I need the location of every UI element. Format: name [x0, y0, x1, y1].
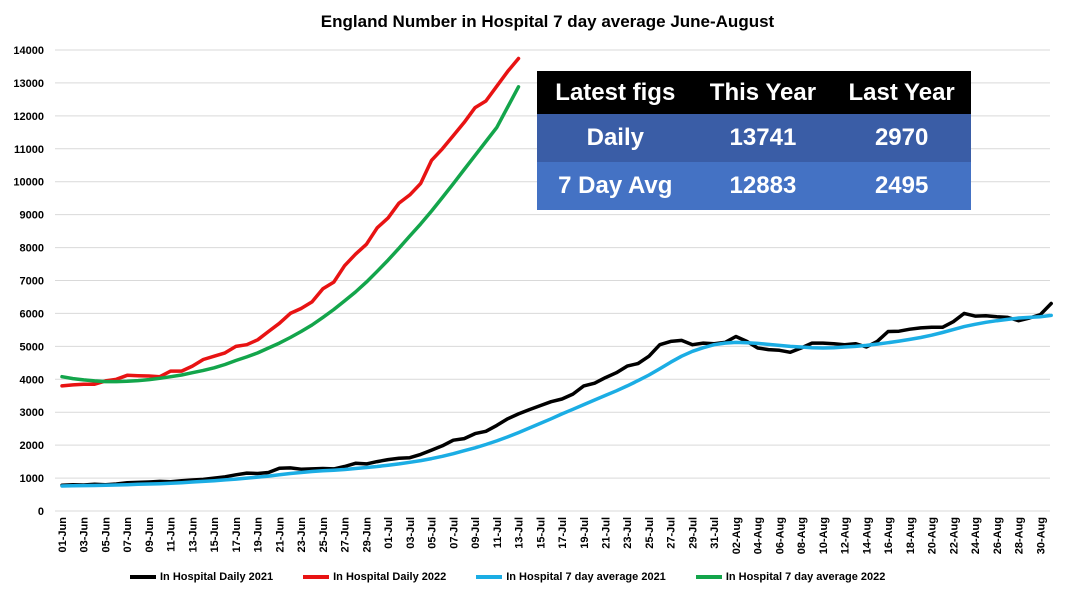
- x-tick-label: 04-Aug: [753, 517, 765, 554]
- y-tick-label: 0: [38, 506, 44, 518]
- x-tick-label: 06-Aug: [774, 517, 786, 554]
- y-tick-label: 3000: [20, 407, 44, 419]
- x-tick-label: 21-Jul: [601, 517, 613, 549]
- x-tick-label: 29-Jun: [361, 517, 373, 553]
- x-tick-label: 11-Jul: [492, 517, 504, 548]
- x-tick-label: 10-Aug: [818, 517, 830, 554]
- series-line-4: [60, 85, 521, 384]
- legend-item: In Hospital 7 day average 2022: [695, 571, 886, 583]
- x-tick-label: 07-Jun: [122, 517, 134, 553]
- y-tick-label: 14000: [13, 45, 44, 57]
- series-line-3: [60, 313, 1053, 488]
- legend-label: In Hospital 7 day average 2021: [506, 571, 666, 583]
- x-tick-label: 16-Aug: [883, 517, 895, 554]
- x-tick-label: 24-Aug: [970, 517, 982, 554]
- row-label: Daily: [586, 124, 644, 151]
- x-tick-label: 02-Aug: [731, 517, 743, 554]
- y-tick-label: 1000: [20, 473, 44, 485]
- y-tick-label: 8000: [20, 243, 44, 255]
- this-year-value: 13741: [729, 124, 797, 151]
- table-header-row: Latest figs This Year Last Year: [537, 71, 971, 114]
- x-tick-label: 13-Jun: [187, 517, 199, 553]
- y-tick-label: 9000: [20, 210, 44, 222]
- x-tick-label: 22-Aug: [948, 517, 960, 554]
- x-tick-label: 17-Jul: [557, 517, 569, 549]
- header-this-year: This Year: [709, 78, 817, 106]
- legend: In Hospital Daily 2021 In Hospital Daily…: [130, 571, 915, 583]
- this-year-value: 12883: [729, 172, 797, 199]
- series-line-2: [60, 56, 521, 388]
- x-tick-label: 23-Jul: [622, 517, 634, 549]
- x-tick-label: 07-Jul: [448, 517, 460, 549]
- row-label: 7 Day Avg: [558, 172, 673, 199]
- x-tick-label: 15-Jul: [535, 517, 547, 549]
- x-tick-label: 12-Aug: [840, 517, 852, 554]
- y-tick-label: 7000: [20, 276, 44, 288]
- x-tick-label: 19-Jul: [579, 517, 591, 549]
- y-tick-label: 10000: [13, 177, 44, 189]
- last-year-value: 2970: [874, 124, 929, 151]
- legend-swatch: [130, 575, 156, 579]
- x-tick-label: 31-Jul: [709, 517, 721, 549]
- y-tick-label: 5000: [20, 341, 44, 353]
- x-tick-label: 14-Aug: [861, 517, 873, 554]
- table-row-7day-avg: 7 Day Avg 12883 2495: [537, 162, 971, 210]
- x-tick-label: 21-Jun: [274, 517, 286, 553]
- x-tick-label: 05-Jun: [100, 517, 112, 553]
- x-tick-label: 18-Aug: [905, 517, 917, 554]
- x-tick-label: 25-Jul: [644, 517, 656, 549]
- y-tick-label: 11000: [14, 144, 44, 156]
- x-tick-label: 19-Jun: [253, 517, 265, 553]
- y-tick-label: 13000: [13, 78, 44, 90]
- x-tick-label: 17-Jun: [231, 517, 243, 553]
- y-tick-label: 12000: [13, 111, 44, 123]
- x-tick-label: 01-Jun: [57, 517, 69, 553]
- last-year-value: 2495: [874, 172, 929, 199]
- legend-swatch: [695, 575, 722, 579]
- table-row-daily: Daily 13741 2970: [537, 114, 971, 162]
- y-tick-label: 2000: [20, 440, 44, 452]
- legend-swatch: [303, 575, 330, 579]
- x-tick-label: 01-Jul: [383, 517, 395, 549]
- header-last-year: Last Year: [848, 78, 955, 106]
- x-tick-label: 27-Jun: [340, 517, 352, 553]
- x-tick-label: 28-Aug: [1014, 517, 1026, 554]
- legend-label: In Hospital Daily 2022: [333, 571, 447, 583]
- x-tick-label: 09-Jun: [144, 517, 156, 553]
- legend-item: In Hospital Daily 2022: [303, 571, 446, 583]
- x-tick-label: 03-Jul: [405, 517, 417, 549]
- legend-item: In Hospital Daily 2021: [130, 571, 273, 583]
- latest-figures-table: Latest figs This Year Last Year Daily 13…: [537, 71, 971, 210]
- x-tick-label: 09-Jul: [470, 517, 482, 549]
- x-tick-label: 26-Aug: [992, 517, 1004, 554]
- x-tick-label: 13-Jul: [514, 517, 526, 549]
- series-line-1: [60, 301, 1053, 488]
- legend-item: In Hospital 7 day average 2021: [476, 571, 666, 583]
- legend-swatch: [476, 575, 503, 579]
- x-tick-label: 15-Jun: [209, 517, 221, 553]
- x-tick-label: 30-Aug: [1035, 517, 1047, 554]
- legend-label: In Hospital 7 day average 2022: [725, 571, 886, 583]
- x-tick-label: 20-Aug: [927, 517, 939, 554]
- x-tick-label: 03-Jun: [79, 517, 91, 553]
- x-tick-label: 27-Jul: [666, 517, 678, 549]
- y-tick-label: 6000: [20, 308, 44, 320]
- x-tick-label: 23-Jun: [296, 517, 308, 553]
- y-tick-label: 4000: [20, 374, 44, 386]
- x-tick-label: 05-Jul: [427, 517, 439, 549]
- chart-title: England Number in Hospital 7 day average…: [320, 12, 775, 31]
- header-latest-figs: Latest figs: [555, 78, 676, 106]
- x-tick-label: 08-Aug: [796, 517, 808, 554]
- legend-label: In Hospital Daily 2021: [160, 571, 274, 583]
- x-tick-label: 25-Jun: [318, 517, 330, 553]
- x-tick-label: 29-Jul: [687, 517, 699, 549]
- x-tick-label: 11-Jun: [166, 517, 178, 552]
